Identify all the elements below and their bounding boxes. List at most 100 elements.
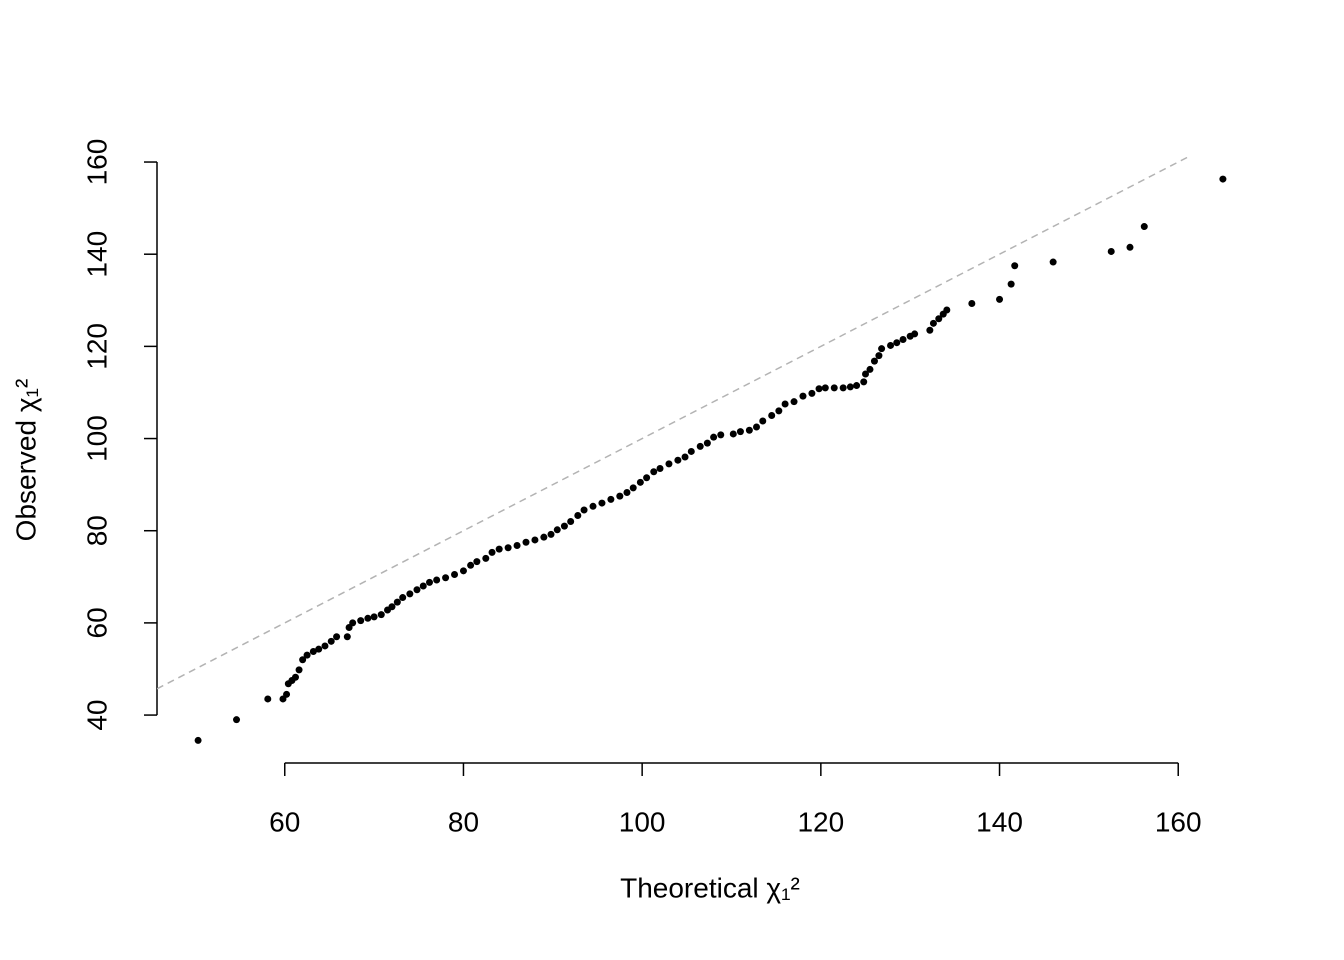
point <box>775 407 783 415</box>
point <box>681 453 689 461</box>
y-tick-label: 40 <box>81 699 112 730</box>
point <box>522 538 530 546</box>
point <box>598 499 606 507</box>
point <box>853 382 861 390</box>
point <box>710 433 718 441</box>
point <box>560 522 568 530</box>
point <box>943 306 951 314</box>
point <box>567 518 575 526</box>
point <box>388 603 396 611</box>
x-axis-label: Theoretical χ₁² <box>620 872 800 903</box>
point <box>893 339 901 347</box>
point <box>687 447 695 455</box>
point <box>643 474 651 482</box>
point <box>745 426 753 434</box>
point <box>815 385 823 393</box>
point <box>343 633 351 641</box>
point <box>790 398 798 406</box>
point <box>370 613 378 621</box>
point <box>303 651 311 659</box>
point <box>473 558 481 566</box>
point <box>364 614 372 622</box>
x-tick-label: 100 <box>619 806 666 837</box>
point <box>736 428 744 436</box>
point <box>703 439 711 447</box>
x-tick-label: 60 <box>269 806 300 837</box>
y-tick-label: 140 <box>81 231 112 278</box>
point <box>194 736 202 744</box>
point <box>495 545 503 553</box>
point <box>295 666 303 674</box>
y-tick-label: 160 <box>81 139 112 186</box>
point <box>1107 247 1115 255</box>
point <box>616 492 624 500</box>
point <box>607 495 615 503</box>
point <box>309 647 317 655</box>
point <box>413 586 421 594</box>
point <box>808 389 816 397</box>
point <box>870 357 878 365</box>
point <box>799 392 807 400</box>
point <box>926 326 934 334</box>
point <box>878 345 886 353</box>
point <box>327 637 335 645</box>
point <box>580 506 588 514</box>
point <box>623 488 631 496</box>
point <box>860 378 868 386</box>
point <box>349 619 357 627</box>
point <box>717 431 725 439</box>
point <box>406 590 414 598</box>
point <box>283 690 291 698</box>
point <box>696 442 704 450</box>
point <box>1007 280 1015 288</box>
point <box>650 468 658 476</box>
point <box>451 571 459 579</box>
point <box>830 384 838 392</box>
point <box>887 341 895 349</box>
point <box>911 330 919 338</box>
point <box>636 478 644 486</box>
point <box>899 335 907 343</box>
point <box>846 383 854 391</box>
y-tick-label: 120 <box>81 323 112 370</box>
point <box>513 541 521 549</box>
point <box>299 656 307 664</box>
point <box>264 695 272 703</box>
point <box>459 567 467 575</box>
point <box>674 456 682 464</box>
point <box>1126 243 1134 251</box>
point <box>291 673 299 681</box>
point <box>929 319 937 327</box>
point <box>574 512 582 520</box>
point <box>321 642 329 650</box>
point <box>433 576 441 584</box>
point <box>629 484 637 492</box>
point <box>233 716 241 724</box>
point <box>1049 258 1057 266</box>
point <box>399 594 407 602</box>
point <box>315 645 323 653</box>
point <box>442 574 450 582</box>
point <box>482 554 490 562</box>
point <box>553 526 561 534</box>
point <box>839 384 847 392</box>
point <box>467 561 475 569</box>
point <box>968 300 976 308</box>
point <box>531 536 539 544</box>
point <box>1140 223 1148 231</box>
point <box>759 417 767 425</box>
point <box>781 400 789 408</box>
point <box>875 352 883 360</box>
y-axis-label: Observed χ₁² <box>10 379 41 542</box>
point <box>357 617 365 625</box>
point <box>377 611 385 619</box>
point <box>504 544 512 552</box>
point <box>935 315 943 323</box>
y-tick-label: 60 <box>81 607 112 638</box>
y-tick-label: 100 <box>81 415 112 462</box>
point <box>419 582 427 590</box>
point <box>996 295 1004 303</box>
point <box>768 412 776 420</box>
point <box>333 633 341 641</box>
